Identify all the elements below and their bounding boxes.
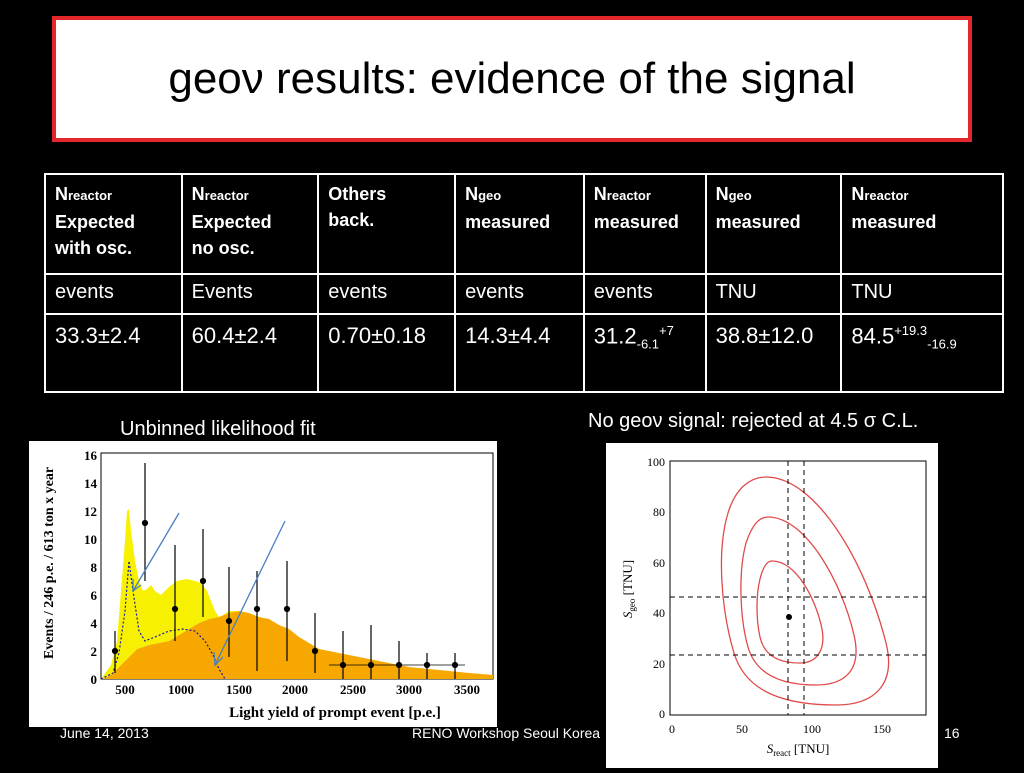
- header-cell: Nreactor measured: [582, 173, 707, 275]
- y-tick: 8: [91, 560, 98, 575]
- header-cell: Nreactor measured: [840, 173, 1004, 275]
- header-cell: Others back.: [317, 173, 457, 275]
- right-figure-caption: No geoν signal: rejected at 4.5 σ C.L.: [588, 410, 919, 432]
- title-box: geoν results: evidence of the signal: [52, 16, 972, 142]
- unit-cell: TNU: [840, 273, 1004, 315]
- x-tick: 2000: [282, 682, 308, 697]
- y-tick: 0: [659, 707, 665, 721]
- x-axis-label: Light yield of prompt event [p.e.]: [229, 705, 441, 721]
- y-tick: 4: [91, 616, 98, 631]
- y-tick: 14: [84, 476, 98, 491]
- plot-frame: [669, 460, 927, 716]
- x-tick-labels: 500 1000 1500 2000 2500 3000 3500: [115, 682, 480, 697]
- table-units-row: events Events events events events TNU T…: [44, 273, 1004, 315]
- y-axis-label: Sgeo [TNU]: [620, 560, 637, 618]
- value-cell: 33.3±2.4: [44, 313, 183, 393]
- reference-lines: [670, 461, 926, 715]
- x-tick: 1500: [226, 682, 252, 697]
- value-cell: 38.8±12.0: [704, 313, 843, 393]
- table-values-row: 33.3±2.4 60.4±2.4 0.70±0.18 14.3±4.4 31.…: [44, 313, 1004, 393]
- y-tick-labels: 0 2 4 6 8 10 12 14 16: [84, 448, 98, 687]
- y-tick: 0: [91, 672, 98, 687]
- y-tick-labels: 0 20 40 60 80 100: [647, 455, 665, 721]
- footer-date: June 14, 2013: [60, 725, 149, 741]
- y-tick: 20: [653, 657, 665, 671]
- header-cell: Nreactor Expected with osc.: [44, 173, 183, 275]
- x-tick: 1000: [168, 682, 194, 697]
- y-tick: 80: [653, 505, 665, 519]
- contours: [720, 476, 890, 706]
- spectrum-plot: 0 2 4 6 8 10 12 14 16 500 1000 1500 2000…: [42, 448, 494, 721]
- table-header-row: Nreactor Expected with osc. Nreactor Expect…: [44, 173, 1004, 275]
- y-tick: 6: [91, 588, 98, 603]
- yellow-area: [101, 509, 239, 679]
- data-points: [111, 463, 465, 679]
- x-tick: 100: [803, 722, 821, 736]
- y-tick: 16: [84, 448, 98, 463]
- slide-title: geoν results: evidence of the signal: [168, 54, 856, 103]
- unit-cell: events: [454, 273, 585, 315]
- best-fit-point: [786, 614, 792, 620]
- x-tick: 3500: [454, 682, 480, 697]
- x-tick: 500: [115, 682, 135, 697]
- unit-cell: events: [582, 273, 707, 315]
- y-tick: 2: [91, 644, 98, 659]
- y-tick: 40: [653, 606, 665, 620]
- header-cell: Ngeo measured: [704, 173, 843, 275]
- orange-area: [101, 611, 493, 679]
- y-tick: 12: [84, 504, 97, 519]
- value-cell: 60.4±2.4: [180, 313, 320, 393]
- unit-cell: TNU: [704, 273, 843, 315]
- value-cell: 84.5+19.3-16.9: [840, 313, 1004, 393]
- y-tick: 10: [84, 532, 97, 547]
- x-tick: 50: [736, 722, 748, 736]
- spectrum-figure: 0 2 4 6 8 10 12 14 16 500 1000 1500 2000…: [29, 441, 497, 727]
- x-tick: 2500: [340, 682, 366, 697]
- unit-cell: events: [44, 273, 183, 315]
- footer-page-number: 16: [944, 725, 960, 741]
- results-table: Nreactor Expected with osc. Nreactor Expect…: [44, 173, 1004, 393]
- header-cell: Nreactor Expected no osc.: [180, 173, 320, 275]
- y-tick: 100: [647, 455, 665, 469]
- value-cell: 31.2-6.1+7: [582, 313, 707, 393]
- contour-figure: 0 20 40 60 80 100 0 50 100 150 Sreact [T…: [606, 443, 938, 768]
- left-figure-caption: Unbinned likelihood fit: [120, 418, 316, 440]
- x-axis-label: Sreact [TNU]: [767, 741, 830, 758]
- x-tick: 150: [873, 722, 891, 736]
- value-cell-highlight: 14.3±4.4: [454, 313, 585, 393]
- y-axis-label: Events / 246 p.e. / 613 ton x year: [42, 467, 57, 659]
- y-tick: 60: [653, 556, 665, 570]
- x-tick: 3000: [396, 682, 422, 697]
- header-cell: Ngeo measured: [454, 173, 585, 275]
- contour-plot: 0 20 40 60 80 100 0 50 100 150 Sreact [T…: [620, 455, 927, 758]
- x-tick-labels: 0 50 100 150: [669, 722, 891, 736]
- footer-event: RENO Workshop Seoul Korea: [412, 725, 601, 741]
- x-tick: 0: [669, 722, 675, 736]
- arrows: [132, 512, 286, 667]
- value-cell: 0.70±0.18: [317, 313, 457, 393]
- unit-cell: Events: [180, 273, 320, 315]
- unit-cell: events: [317, 273, 457, 315]
